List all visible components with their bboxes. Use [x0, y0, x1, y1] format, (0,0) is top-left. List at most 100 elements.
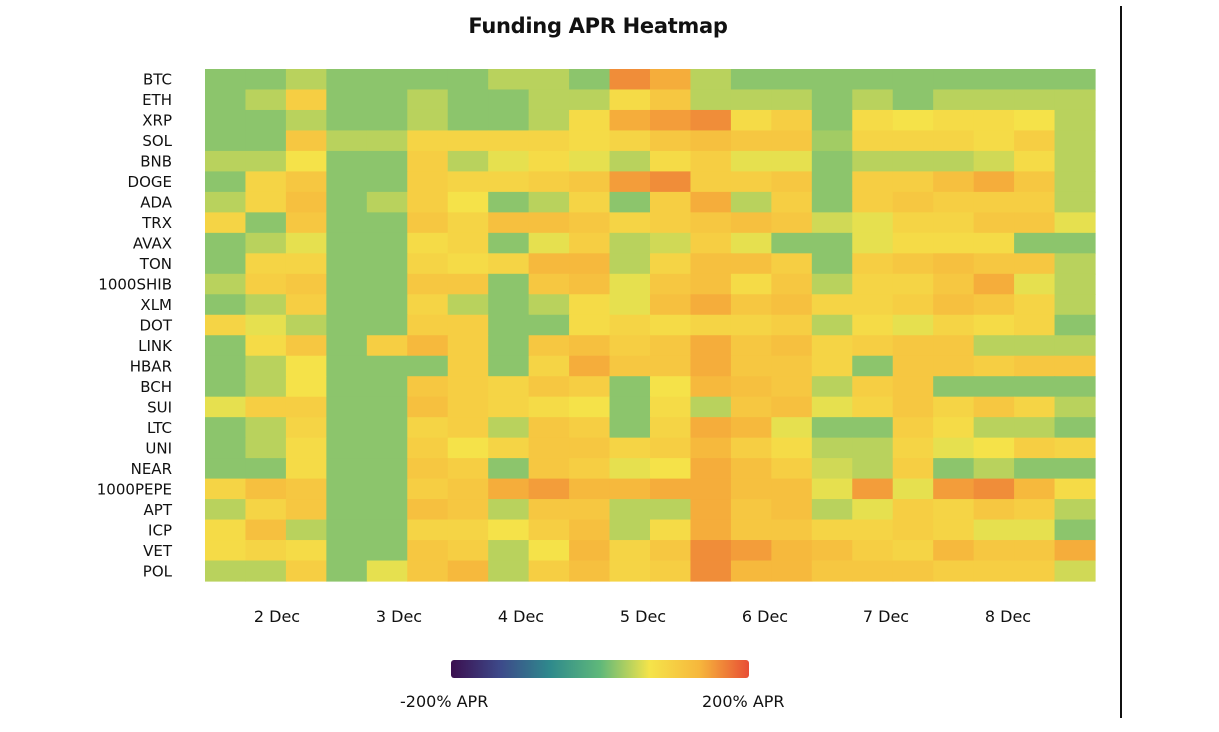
- heatmap-cell-1000shib-16: [852, 273, 894, 295]
- heatmap-cell-bnb-13: [730, 150, 772, 172]
- heatmap-cell-apt-1: [245, 499, 287, 521]
- row-label-sol: SOL: [142, 132, 172, 150]
- heatmap-cell-1000shib-18: [933, 273, 975, 295]
- heatmap-cell-near-4: [366, 458, 408, 480]
- heatmap-cell-uni-5: [407, 437, 449, 459]
- heatmap-cell-ada-21: [1054, 191, 1096, 213]
- heatmap-cell-vet-9: [569, 540, 611, 562]
- heatmap-cell-1000shib-17: [892, 273, 934, 295]
- heatmap-cell-apt-15: [811, 499, 853, 521]
- heatmap-cell-xrp-15: [811, 109, 853, 132]
- row-label-ada: ADA: [140, 194, 173, 212]
- heatmap-cell-apt-8: [528, 499, 570, 521]
- heatmap-cell-near-8: [528, 458, 570, 480]
- heatmap-cell-sui-14: [771, 396, 813, 418]
- heatmap-cell-trx-6: [447, 212, 489, 234]
- heatmap-cell-xlm-5: [407, 294, 449, 316]
- heatmap-cell-ltc-4: [366, 417, 408, 439]
- heatmap-cell-doge-3: [326, 171, 368, 193]
- heatmap-cell-vet-20: [1014, 540, 1056, 562]
- heatmap-cell-pol-3: [326, 560, 368, 582]
- heatmap-cell-1000pepe-9: [569, 478, 611, 500]
- heatmap-cell-bch-14: [771, 376, 813, 398]
- heatmap-cell-xrp-4: [366, 109, 408, 132]
- heatmap-cell-bnb-20: [1014, 150, 1056, 172]
- heatmap-cell-xrp-11: [650, 109, 692, 132]
- heatmap-cell-trx-11: [650, 212, 692, 234]
- heatmap-cell-uni-2: [285, 437, 327, 459]
- heatmap-cell-ton-8: [528, 253, 570, 275]
- heatmap-cell-xrp-17: [892, 109, 934, 132]
- heatmap-cell-link-11: [650, 335, 692, 357]
- heatmap-cell-pol-11: [650, 560, 692, 582]
- heatmap-cell-pol-4: [366, 560, 408, 582]
- heatmap-cell-near-11: [650, 458, 692, 480]
- heatmap-cell-dot-12: [690, 314, 732, 336]
- heatmap-cell-sol-1: [245, 130, 287, 152]
- row-label-link: LINK: [138, 337, 173, 355]
- heatmap-cell-near-0: [205, 458, 247, 480]
- heatmap-cell-xrp-13: [730, 109, 772, 132]
- heatmap-cell-dot-8: [528, 314, 570, 336]
- heatmap-cell-bch-9: [569, 376, 611, 398]
- heatmap-cell-xlm-7: [488, 294, 530, 316]
- heatmap-cell-xlm-1: [245, 294, 287, 316]
- heatmap-cell-btc-6: [447, 69, 489, 91]
- heatmap-cell-hbar-11: [650, 355, 692, 377]
- heatmap-cell-ltc-1: [245, 417, 287, 439]
- heatmap-cell-doge-18: [933, 171, 975, 193]
- heatmap-cell-eth-5: [407, 89, 449, 111]
- heatmap-cell-avax-10: [609, 232, 651, 254]
- heatmap-cell-bch-2: [285, 376, 327, 398]
- heatmap-cell-xrp-7: [488, 109, 530, 132]
- heatmap-cell-link-14: [771, 335, 813, 357]
- heatmap-cell-ltc-3: [326, 417, 368, 439]
- heatmap-cell-sui-2: [285, 396, 327, 418]
- heatmap-cell-bch-7: [488, 376, 530, 398]
- heatmap-cell-ton-4: [366, 253, 408, 275]
- heatmap-cell-avax-13: [730, 232, 772, 254]
- heatmap-cell-avax-1: [245, 232, 287, 254]
- heatmap-cell-trx-19: [973, 212, 1015, 234]
- heatmap-cell-icp-20: [1014, 519, 1056, 541]
- heatmap-cell-doge-20: [1014, 171, 1056, 193]
- heatmap-cell-btc-12: [690, 69, 732, 91]
- heatmap-cell-avax-12: [690, 232, 732, 254]
- heatmap-cell-btc-11: [650, 69, 692, 91]
- heatmap-cell-xlm-21: [1054, 294, 1096, 316]
- heatmap-cell-ada-17: [892, 191, 934, 213]
- heatmap-cell-dot-21: [1054, 314, 1096, 336]
- heatmap-cell-link-17: [892, 335, 934, 357]
- heatmap-cell-hbar-13: [730, 355, 772, 377]
- heatmap-cell-avax-8: [528, 232, 570, 254]
- heatmap-cell-sol-14: [771, 130, 813, 152]
- heatmap-cell-link-12: [690, 335, 732, 357]
- heatmap-cell-1000shib-3: [326, 273, 368, 295]
- heatmap-cell-doge-15: [811, 171, 853, 193]
- heatmap-cell-near-3: [326, 458, 368, 480]
- heatmap-cell-sol-21: [1054, 130, 1096, 152]
- heatmap-cell-apt-10: [609, 499, 651, 521]
- heatmap-cell-link-1: [245, 335, 287, 357]
- heatmap-cell-eth-0: [205, 89, 247, 111]
- heatmap-cell-sui-9: [569, 396, 611, 418]
- heatmap-cell-hbar-14: [771, 355, 813, 377]
- heatmap-cell-btc-16: [852, 69, 894, 91]
- colorbar-min-label: -200% APR: [400, 692, 489, 711]
- heatmap-cell-link-8: [528, 335, 570, 357]
- heatmap-cell-sol-4: [366, 130, 408, 152]
- heatmap-cell-1000pepe-17: [892, 478, 934, 500]
- heatmap-cell-trx-13: [730, 212, 772, 234]
- heatmap-cell-vet-14: [771, 540, 813, 562]
- heatmap-cell-hbar-0: [205, 355, 247, 377]
- heatmap-cell-uni-15: [811, 437, 853, 459]
- heatmap-cell-icp-7: [488, 519, 530, 541]
- heatmap-cell-xrp-14: [771, 109, 813, 132]
- heatmap-cell-link-18: [933, 335, 975, 357]
- heatmap-cell-1000shib-6: [447, 273, 489, 295]
- heatmap-cell-uni-4: [366, 437, 408, 459]
- heatmap-cell-trx-9: [569, 212, 611, 234]
- heatmap-cell-1000pepe-6: [447, 478, 489, 500]
- heatmap-cell-doge-10: [609, 171, 651, 193]
- heatmap-cell-btc-0: [205, 69, 247, 91]
